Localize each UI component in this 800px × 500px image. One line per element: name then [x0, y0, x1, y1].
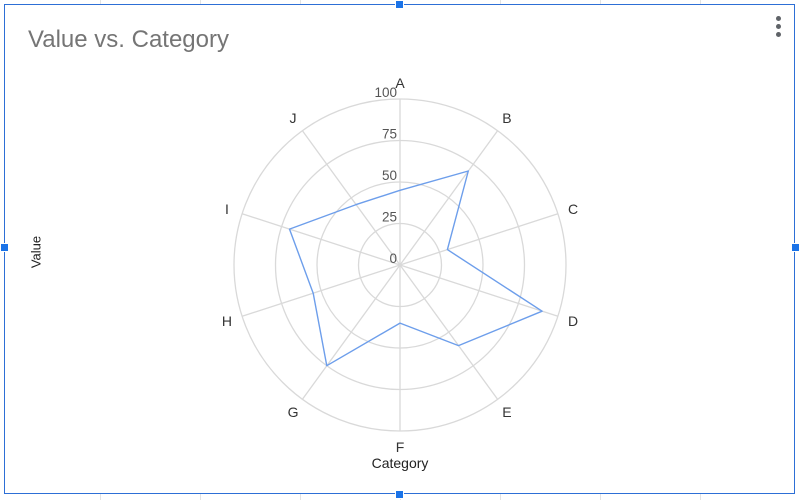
resize-handle-left[interactable]: [0, 243, 9, 252]
grid-spoke: [399, 213, 559, 266]
category-label: H: [222, 313, 232, 329]
chart-title: Value vs. Category: [28, 26, 229, 53]
grid-spoke: [301, 130, 401, 266]
series-line: [288, 170, 543, 367]
radial-tick-label: 100: [374, 85, 397, 100]
grid-spoke: [399, 130, 499, 266]
radial-tick-label: 25: [382, 210, 397, 225]
category-label: G: [288, 404, 299, 420]
resize-handle-top[interactable]: [395, 0, 404, 9]
resize-handle-right[interactable]: [791, 243, 800, 252]
category-label: I: [225, 201, 229, 217]
category-label: A: [395, 75, 405, 91]
menu-dot: [776, 32, 781, 37]
category-label: D: [568, 313, 578, 329]
grid-spoke: [301, 264, 401, 400]
grid-spoke: [241, 213, 401, 266]
resize-handle-bottom[interactable]: [395, 490, 404, 499]
grid-spoke: [399, 264, 499, 400]
grid-spoke: [399, 264, 559, 317]
grid-spoke: [241, 264, 401, 317]
more-vert-icon[interactable]: [771, 14, 785, 40]
radial-tick-label: 50: [382, 168, 397, 183]
menu-dot: [776, 24, 781, 29]
category-label: B: [502, 110, 511, 126]
category-label: E: [502, 404, 511, 420]
menu-dot: [776, 16, 781, 21]
radial-tick-label: 0: [389, 251, 397, 266]
category-label: C: [568, 201, 578, 217]
radial-tick-label: 75: [382, 127, 397, 142]
x-axis-title: Category: [371, 455, 429, 471]
category-label: J: [290, 110, 297, 126]
category-label: F: [396, 439, 405, 455]
